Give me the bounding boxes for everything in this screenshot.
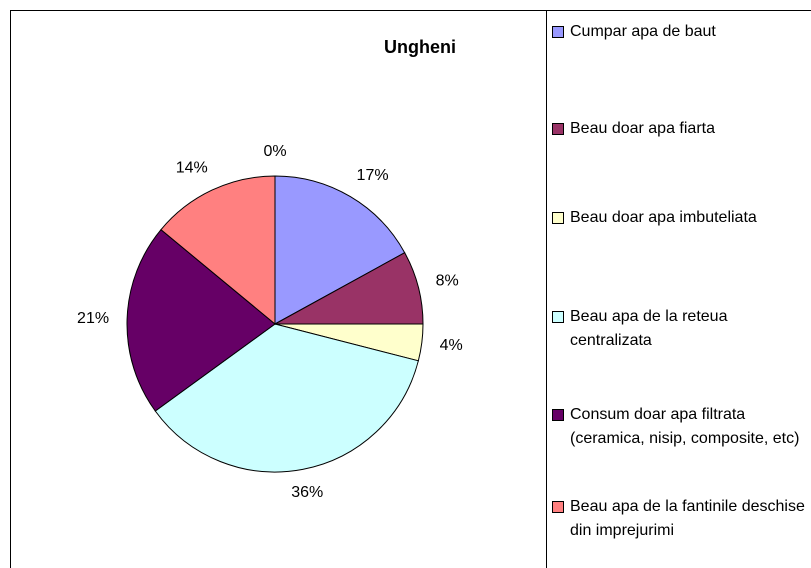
legend-label: Consum doar apa filtrata (ceramica, nisi… (570, 406, 800, 447)
pie-slice (274, 175, 406, 325)
legend-entry: Consum doar apa filtrata (ceramica, nisi… (552, 403, 808, 451)
pie-slice (154, 323, 419, 473)
pie-slice (126, 228, 276, 412)
legend-swatch (552, 123, 564, 135)
legend-label: Beau apa de la reteua centralizata (570, 308, 728, 349)
legend-swatch (552, 501, 564, 513)
data-label: 14% (176, 160, 208, 177)
legend-swatch (552, 26, 564, 38)
legend-swatch (552, 409, 564, 421)
legend-entry: Beau apa de la fantinile deschise din im… (552, 495, 808, 543)
chart-title: Ungheni (384, 37, 456, 57)
legend-label: Beau apa de la fantinile deschise din im… (570, 498, 805, 539)
data-label: 8% (436, 272, 459, 289)
legend-entry: Beau doar apa fiarta (552, 117, 808, 141)
data-label: 4% (440, 337, 463, 354)
legend-label: Beau doar apa imbuteliata (570, 209, 757, 226)
data-label: 0% (263, 143, 286, 160)
chart-border (10, 10, 811, 568)
legend-entry: Beau apa de la reteua centralizata (552, 305, 808, 353)
data-label: 17% (357, 167, 389, 184)
data-label: 36% (291, 484, 323, 501)
data-label: 21% (77, 310, 109, 327)
legend-entry: Cumpar apa de baut (552, 20, 808, 44)
legend-swatch (552, 212, 564, 224)
pie-slice (160, 175, 276, 326)
legend-swatch (552, 311, 564, 323)
legend-label: Cumpar apa de baut (570, 23, 716, 40)
legend-label: Beau doar apa fiarta (570, 120, 715, 137)
legend-entry: Beau doar apa imbuteliata (552, 206, 808, 230)
